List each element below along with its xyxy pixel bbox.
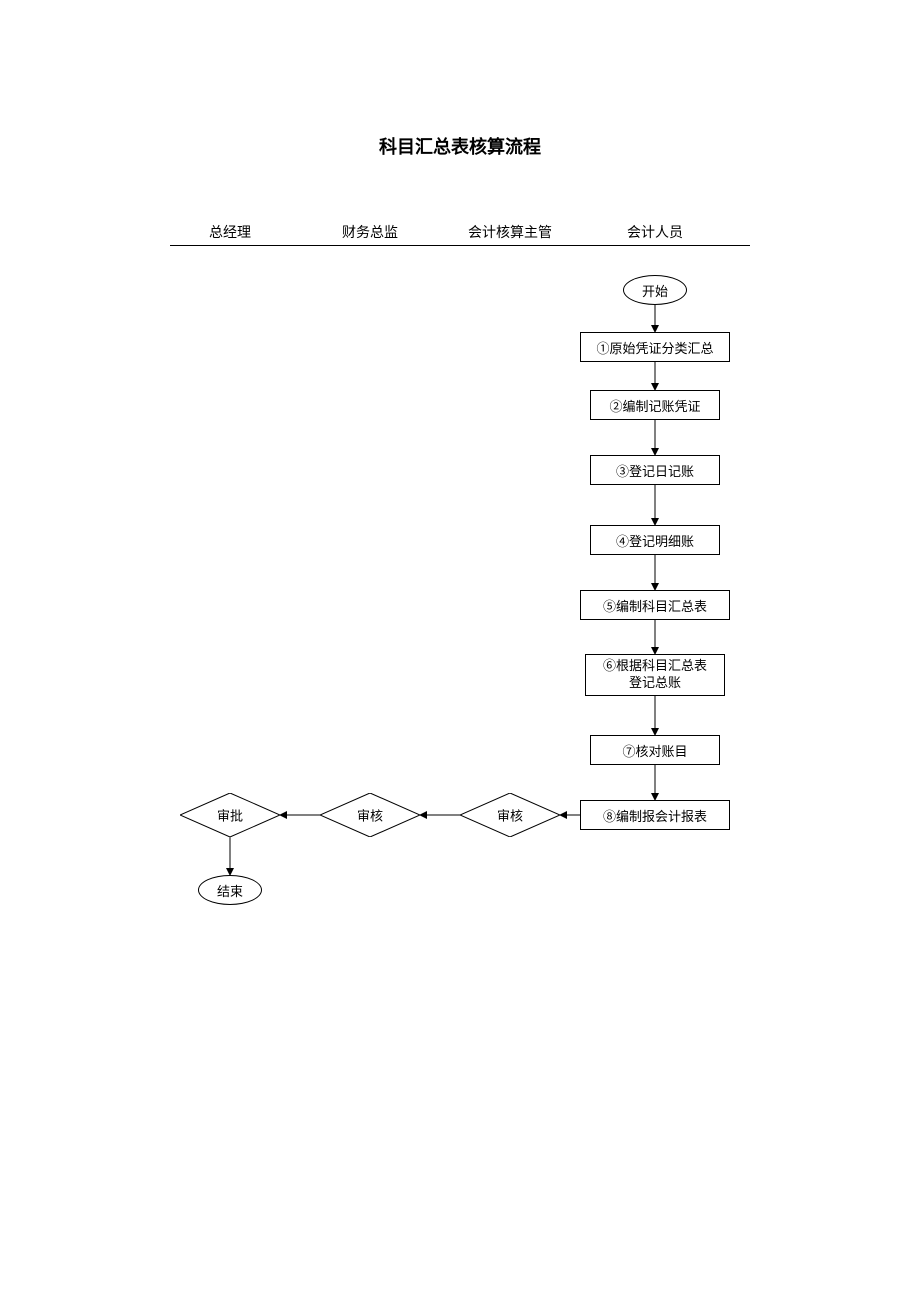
lane-header-cfo: 财务总监 bbox=[305, 222, 435, 242]
node-d3: 审批 bbox=[180, 793, 280, 837]
node-d2: 审核 bbox=[320, 793, 420, 837]
node-end: 结束 bbox=[198, 875, 262, 905]
arrows-layer bbox=[0, 0, 920, 1302]
node-start: 开始 bbox=[623, 275, 687, 305]
header-divider bbox=[170, 245, 750, 246]
node-p7: ⑦核对账目 bbox=[590, 735, 720, 765]
lane-header-supervisor: 会计核算主管 bbox=[445, 222, 575, 242]
node-p1: ①原始凭证分类汇总 bbox=[580, 332, 730, 362]
node-p6: ⑥根据科目汇总表登记总账 bbox=[585, 654, 725, 696]
node-p2: ②编制记账凭证 bbox=[590, 390, 720, 420]
node-p4: ④登记明细账 bbox=[590, 525, 720, 555]
node-p5: ⑤编制科目汇总表 bbox=[580, 590, 730, 620]
page-title: 科目汇总表核算流程 bbox=[0, 133, 920, 159]
lane-header-gm: 总经理 bbox=[165, 222, 295, 242]
node-d1: 审核 bbox=[460, 793, 560, 837]
lane-header-staff: 会计人员 bbox=[590, 222, 720, 242]
node-p8: ⑧编制报会计报表 bbox=[580, 800, 730, 830]
node-p3: ③登记日记账 bbox=[590, 455, 720, 485]
